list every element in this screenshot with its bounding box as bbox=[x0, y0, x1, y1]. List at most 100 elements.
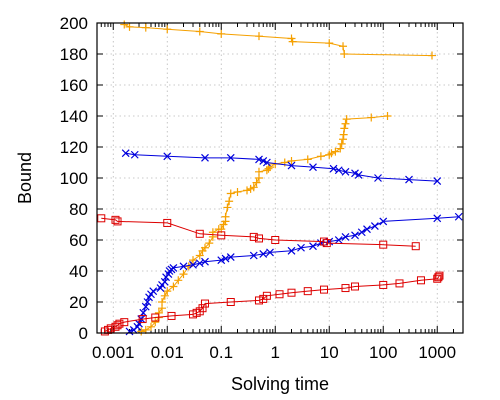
data-point bbox=[416, 276, 425, 285]
data-point bbox=[259, 250, 268, 258]
data-point bbox=[254, 234, 263, 243]
data-point bbox=[138, 315, 147, 324]
data-point bbox=[189, 256, 198, 265]
data-point bbox=[322, 239, 331, 248]
data-point bbox=[221, 254, 230, 263]
data-point bbox=[113, 217, 122, 226]
data-point bbox=[169, 263, 178, 272]
data-point bbox=[433, 214, 442, 223]
data-point bbox=[200, 243, 209, 252]
data-point bbox=[262, 291, 271, 300]
data-point bbox=[395, 279, 404, 288]
data-point bbox=[334, 236, 343, 244]
data-point bbox=[151, 313, 160, 322]
data-point bbox=[217, 29, 226, 38]
x-tick-label: 0.1 bbox=[209, 343, 233, 362]
series-3 bbox=[125, 212, 463, 336]
data-point bbox=[120, 20, 129, 29]
data-point bbox=[266, 248, 274, 257]
data-point bbox=[158, 298, 167, 306]
data-point bbox=[120, 318, 129, 327]
data-point bbox=[327, 149, 336, 158]
data-point bbox=[271, 236, 280, 244]
data-point bbox=[221, 212, 230, 221]
data-point bbox=[223, 203, 232, 212]
series-1 bbox=[137, 112, 392, 336]
data-point bbox=[198, 304, 207, 313]
data-point bbox=[341, 232, 350, 241]
data-point bbox=[370, 222, 379, 230]
series-line bbox=[125, 152, 438, 182]
series-2 bbox=[121, 149, 442, 186]
data-point bbox=[357, 228, 366, 237]
data-point bbox=[351, 282, 360, 291]
data-point bbox=[374, 174, 382, 182]
data-point bbox=[146, 322, 155, 331]
x-tick-label: 1 bbox=[271, 343, 280, 362]
data-point bbox=[201, 257, 209, 266]
data-point bbox=[254, 32, 263, 41]
data-point bbox=[195, 27, 204, 36]
data-point bbox=[254, 167, 263, 176]
data-point bbox=[249, 232, 258, 241]
y-axis-title: Bound bbox=[15, 152, 35, 204]
data-point bbox=[179, 270, 188, 279]
data-point bbox=[428, 51, 437, 60]
y-tick-label: 200 bbox=[60, 14, 88, 33]
data-point bbox=[141, 23, 150, 32]
data-point bbox=[111, 215, 120, 224]
data-point bbox=[266, 163, 275, 172]
data-point bbox=[331, 147, 340, 156]
y-tick-label: 80 bbox=[69, 200, 88, 219]
data-point bbox=[121, 149, 130, 158]
data-point bbox=[320, 285, 329, 294]
data-point bbox=[325, 39, 334, 48]
data-point bbox=[275, 290, 284, 299]
data-point bbox=[167, 311, 176, 320]
data-point bbox=[383, 112, 392, 120]
data-point bbox=[143, 298, 152, 306]
x-axis-title: Solving time bbox=[231, 374, 329, 394]
data-point bbox=[254, 296, 263, 305]
data-point bbox=[163, 25, 172, 34]
data-point bbox=[363, 225, 371, 234]
data-point bbox=[316, 152, 325, 161]
data-point bbox=[163, 287, 172, 296]
data-point bbox=[160, 277, 169, 286]
data-point bbox=[297, 243, 305, 252]
data-point bbox=[320, 237, 329, 246]
data-point bbox=[379, 217, 388, 226]
series-5 bbox=[100, 271, 444, 336]
y-tick-label: 40 bbox=[69, 262, 88, 281]
axis-ticks: 0 20 40 60 80 100 120 140 160 180 200 0.001 0.01 0.1 1… bbox=[60, 14, 463, 362]
data-point bbox=[411, 242, 420, 251]
data-point bbox=[130, 150, 139, 159]
data-point bbox=[309, 242, 317, 251]
data-point bbox=[160, 291, 169, 300]
data-point bbox=[454, 212, 463, 221]
data-point bbox=[249, 251, 258, 260]
data-point bbox=[287, 246, 296, 255]
data-point bbox=[149, 287, 158, 296]
x-tick-label: 0.001 bbox=[92, 343, 135, 362]
data-point bbox=[217, 256, 226, 265]
data-point bbox=[217, 231, 226, 240]
data-point bbox=[287, 288, 296, 297]
y-tick-label: 160 bbox=[60, 76, 88, 95]
data-point bbox=[341, 167, 350, 176]
data-point bbox=[141, 302, 150, 311]
data-point bbox=[262, 158, 271, 167]
data-point bbox=[329, 164, 338, 173]
data-point bbox=[233, 187, 242, 196]
data-point bbox=[179, 262, 188, 271]
data-point bbox=[226, 298, 235, 306]
data-point bbox=[367, 113, 376, 122]
data-point bbox=[125, 22, 134, 31]
data-point bbox=[255, 155, 263, 164]
y-tick-label: 140 bbox=[60, 107, 88, 126]
data-point bbox=[195, 251, 204, 260]
data-point bbox=[435, 271, 444, 280]
data-point bbox=[351, 231, 359, 240]
data-point bbox=[340, 124, 349, 133]
data-point bbox=[339, 42, 348, 51]
